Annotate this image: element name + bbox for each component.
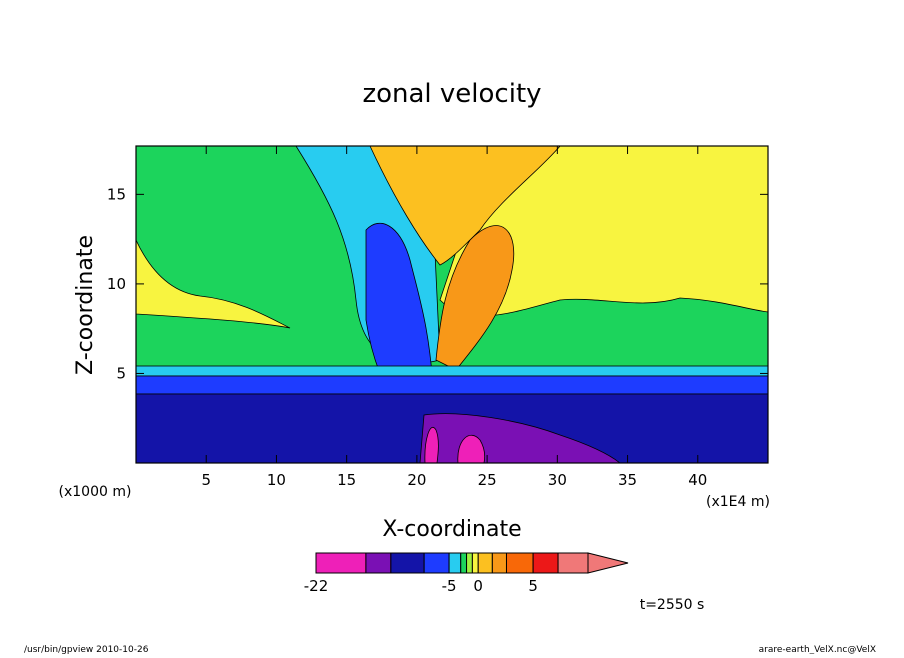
colorbar-swatch (505, 552, 534, 574)
region-orange-core (435, 225, 515, 371)
colorbar-extend-arrow (587, 552, 629, 574)
y-unit-label: (x1000 m) (59, 484, 132, 500)
y-ticks: 5 10 15 (107, 185, 768, 382)
x-unit-label: (x1E4 m) (706, 494, 770, 510)
colorbar-swatch (532, 552, 559, 574)
colorbar-tick-label: -22 (304, 577, 329, 595)
colorbar-tick-label: 5 (528, 577, 538, 595)
colorbar-swatch (557, 552, 589, 574)
y-tick-label: 10 (107, 275, 126, 293)
y-tick-label: 15 (107, 185, 126, 203)
x-tick-label: 40 (688, 471, 707, 489)
x-tick-label: 20 (407, 471, 426, 489)
velocity-field (136, 146, 768, 463)
x-tick-label: 35 (618, 471, 637, 489)
x-tick-label: 15 (337, 471, 356, 489)
colorbar: -22 -5 0 5 (304, 552, 629, 595)
footer-left: /usr/bin/gpview 2010-10-26 (24, 645, 149, 654)
band-blue (136, 375, 768, 395)
region-plume-top (369, 146, 561, 266)
x-tick-label: 5 (201, 471, 211, 489)
colorbar-swatch (315, 552, 367, 574)
y-axis-label: Z-coordinate (73, 235, 98, 375)
colorbar-swatch (423, 552, 450, 574)
region-yellow-left (136, 239, 291, 329)
x-tick-label: 25 (478, 471, 497, 489)
plot-frame (135, 145, 769, 464)
y-tick-label: 5 (116, 364, 126, 382)
colorbar-tick-label: -5 (442, 577, 457, 595)
colorbar-swatch (390, 552, 425, 574)
time-label: t=2550 s (640, 597, 705, 613)
colorbar-swatch (448, 552, 462, 574)
colorbar-swatch (460, 552, 468, 574)
colorbar-swatch (466, 552, 473, 574)
x-tick-label: 10 (267, 471, 286, 489)
x-axis-label: X-coordinate (382, 517, 521, 542)
band-cyan (136, 365, 768, 377)
x-ticks: 5 10 15 20 25 30 35 40 (201, 146, 707, 489)
region-magenta (457, 434, 486, 463)
x-tick-label: 30 (548, 471, 567, 489)
chart-title: zonal velocity (362, 79, 541, 109)
colorbar-swatch (471, 552, 479, 574)
colorbar-swatch (477, 552, 493, 574)
colorbar-tick-label: 0 (473, 577, 483, 595)
footer-right: arare-earth_VelX.nc@VelX (759, 645, 876, 654)
region-magenta-2 (424, 427, 439, 463)
colorbar-swatch (365, 552, 392, 574)
colorbar-swatch (491, 552, 507, 574)
